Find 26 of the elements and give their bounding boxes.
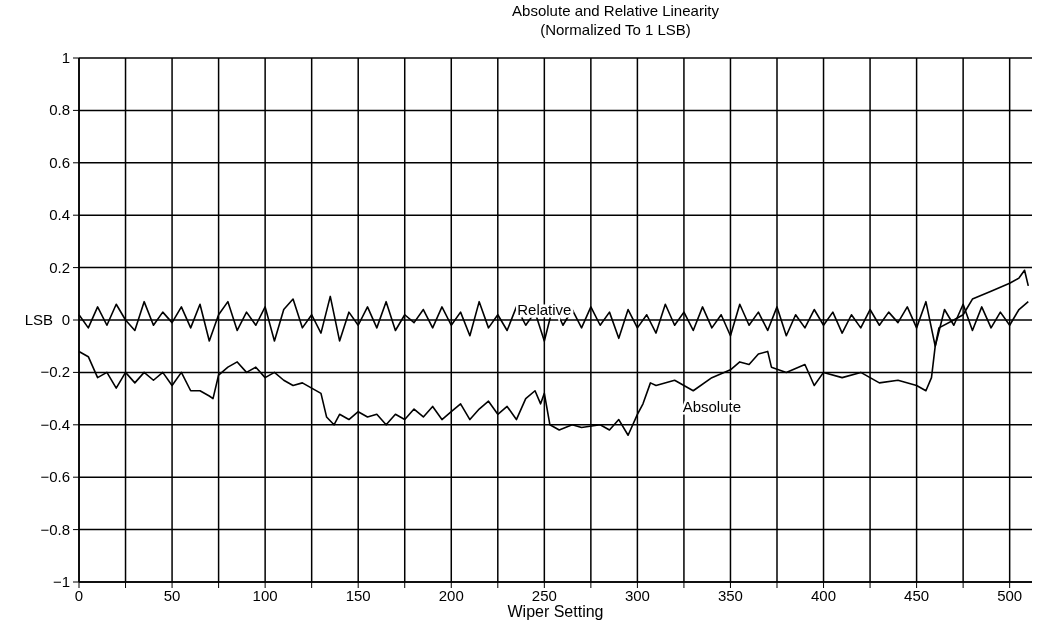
x-tick-label: 300 xyxy=(624,587,650,604)
y-tick-label: 0.4 xyxy=(49,206,70,224)
x-tick-label: 200 xyxy=(438,587,464,604)
x-tick-label: 500 xyxy=(997,587,1023,604)
y-tick-label: −1 xyxy=(52,573,70,590)
y-tick-label: −0.2 xyxy=(40,363,70,381)
y-tick-label: 0.2 xyxy=(49,258,70,276)
chart-title: Absolute and Relative Linearity xyxy=(512,2,720,19)
y-tick-label: 0 xyxy=(61,311,70,328)
y-tick-label: 0.6 xyxy=(49,153,70,171)
y-tick-label: −0.6 xyxy=(40,468,70,486)
x-tick-label: 400 xyxy=(811,587,837,604)
y-tick-label: −0.4 xyxy=(40,415,70,433)
x-tick-label: 100 xyxy=(252,587,278,604)
y-axis-title: LSB xyxy=(24,311,53,328)
x-tick-label: 0 xyxy=(74,587,84,604)
y-tick-label: −0.8 xyxy=(40,520,70,538)
x-tick-label: 250 xyxy=(531,587,557,604)
chart-subtitle: (Normalized To 1 LSB) xyxy=(540,21,691,38)
x-tick-label: 50 xyxy=(163,587,181,604)
y-tick-label: 0.8 xyxy=(49,101,70,119)
x-tick-label: 150 xyxy=(345,587,371,604)
x-tick-label: 450 xyxy=(904,587,930,604)
y-tick-label: 1 xyxy=(61,49,70,66)
x-axis-title: Wiper Setting xyxy=(507,603,604,620)
x-tick-label: 350 xyxy=(717,587,743,604)
